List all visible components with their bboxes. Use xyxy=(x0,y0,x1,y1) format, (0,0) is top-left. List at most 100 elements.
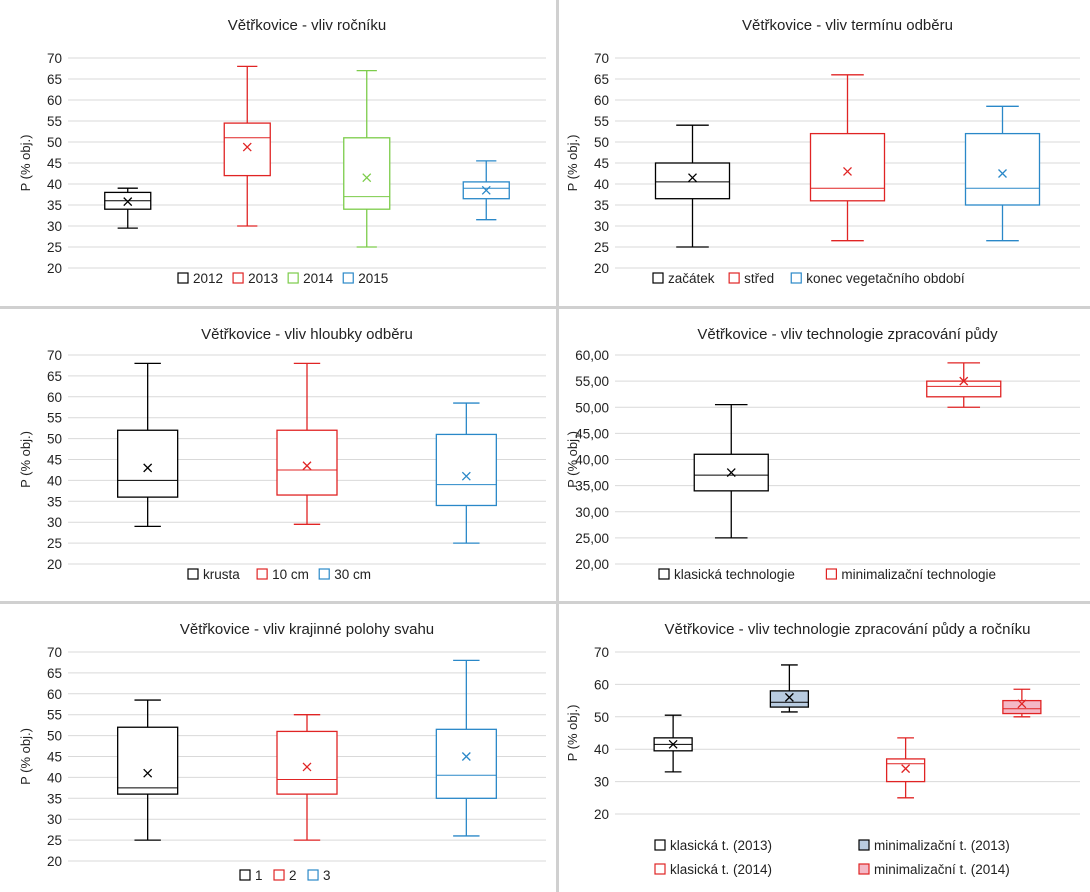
box-3 xyxy=(435,659,497,837)
chart-svg: Větřkovice - vliv technologie zpracování… xyxy=(565,621,1080,877)
y-tick-label: 20,00 xyxy=(575,557,609,572)
box-2 xyxy=(926,362,1002,408)
horizontal-divider-2 xyxy=(0,601,1090,604)
iqr-box xyxy=(926,380,1002,398)
y-axis-label: P (% obj.) xyxy=(565,431,580,488)
vertical-divider xyxy=(556,0,559,892)
y-tick-label: 25 xyxy=(47,536,62,551)
y-tick-label: 20 xyxy=(47,261,62,276)
y-tick-label: 60 xyxy=(47,687,62,702)
chart-title: Větřkovice - vliv termínu odběru xyxy=(742,17,953,34)
y-tick-label: 65 xyxy=(47,666,62,681)
y-tick-label: 70 xyxy=(594,645,609,660)
legend-label: minimalizační t. (2013) xyxy=(874,838,1010,853)
y-tick-label: 45 xyxy=(47,156,62,171)
y-tick-label: 40 xyxy=(594,742,609,757)
box-2 xyxy=(276,362,338,525)
iqr-box xyxy=(964,132,1041,206)
legend-swatch xyxy=(858,863,870,875)
legend-swatch xyxy=(187,568,199,580)
y-tick-label: 25 xyxy=(47,240,62,255)
y-tick-label: 70 xyxy=(47,645,62,660)
mean-marker xyxy=(362,173,372,183)
y-tick-label: 30 xyxy=(594,219,609,234)
legend-label: začátek xyxy=(668,271,715,286)
mean-marker xyxy=(302,461,312,471)
chart-svg: Větřkovice - vliv ročníku 20 25 30 35 40 45 50 5… xyxy=(18,17,546,286)
legend-label: 2012 xyxy=(193,271,223,286)
legend-label: 30 cm xyxy=(334,567,371,582)
legend-swatch xyxy=(658,568,670,580)
legend-swatch xyxy=(307,869,319,881)
box-3 xyxy=(885,737,926,799)
y-tick-label: 65 xyxy=(594,72,609,87)
legend-swatch xyxy=(825,568,837,580)
mean-marker xyxy=(726,468,736,478)
box-1 xyxy=(693,403,769,539)
mean-marker xyxy=(1017,699,1027,709)
legend-swatch xyxy=(342,272,354,284)
chart-vliv-polohy-svahu: Větřkovice - vliv krajinné polohy svahu 2… xyxy=(0,604,556,892)
chart-title: Větřkovice - vliv technologie zpracování… xyxy=(697,326,998,343)
y-tick-label: 35 xyxy=(47,494,62,509)
mean-marker xyxy=(461,471,471,481)
legend-label: 3 xyxy=(323,868,331,883)
legend-swatch xyxy=(273,869,285,881)
y-tick-label: 20 xyxy=(47,557,62,572)
legend-swatch xyxy=(654,839,666,851)
y-tick-label: 50 xyxy=(47,135,62,150)
y-tick-label: 30 xyxy=(594,775,609,790)
box-3 xyxy=(343,69,391,248)
y-tick-label: 60,00 xyxy=(575,348,609,363)
legend-swatch xyxy=(790,272,802,284)
legend-swatch xyxy=(256,568,268,580)
iqr-box xyxy=(1002,699,1042,715)
y-tick-label: 25,00 xyxy=(575,531,609,546)
y-tick-label: 30 xyxy=(47,219,62,234)
y-tick-label: 30 xyxy=(47,812,62,827)
mean-marker xyxy=(959,376,969,386)
chart-svg: Větřkovice - vliv hloubky odběru 20 25 30 35… xyxy=(18,326,546,582)
horizontal-divider-1 xyxy=(0,306,1090,309)
legend-label: minimalizační technologie xyxy=(841,567,996,582)
box-2 xyxy=(769,664,810,713)
y-tick-label: 60 xyxy=(594,93,609,108)
mean-marker xyxy=(668,739,678,749)
y-tick-label: 35 xyxy=(594,198,609,213)
y-tick-label: 40 xyxy=(594,177,609,192)
mean-marker xyxy=(242,142,252,152)
y-tick-label: 40 xyxy=(47,177,62,192)
y-tick-label: 35 xyxy=(47,198,62,213)
legend-swatch xyxy=(318,568,330,580)
box-1 xyxy=(654,124,731,248)
legend-label: konec vegetačního období xyxy=(806,271,965,286)
iqr-box xyxy=(117,429,179,498)
y-tick-label: 45 xyxy=(47,453,62,468)
y-axis-label: P (% obj.) xyxy=(18,135,33,192)
y-tick-label: 45 xyxy=(47,750,62,765)
box-4 xyxy=(462,160,510,221)
box-1 xyxy=(117,699,179,841)
y-tick-label: 30,00 xyxy=(575,505,609,520)
iqr-box xyxy=(343,137,391,210)
mean-marker xyxy=(302,762,312,772)
mean-marker xyxy=(123,197,133,207)
mean-marker xyxy=(843,166,852,176)
iqr-box xyxy=(276,429,338,496)
mean-marker xyxy=(481,185,491,195)
y-tick-label: 50 xyxy=(47,432,62,447)
y-tick-label: 30 xyxy=(47,515,62,530)
y-tick-label: 50 xyxy=(594,135,609,150)
y-tick-label: 35 xyxy=(47,791,62,806)
iqr-box xyxy=(223,122,271,177)
y-tick-label: 65 xyxy=(47,72,62,87)
chart-vliv-technologie: Větřkovice - vliv technologie zpracování… xyxy=(559,309,1090,601)
y-tick-label: 40,00 xyxy=(575,453,609,468)
iqr-box xyxy=(885,758,926,783)
legend-swatch xyxy=(177,272,189,284)
y-tick-label: 55 xyxy=(47,114,62,129)
y-tick-label: 20 xyxy=(594,261,609,276)
box-3 xyxy=(435,402,497,544)
legend-label: 1 xyxy=(255,868,263,883)
